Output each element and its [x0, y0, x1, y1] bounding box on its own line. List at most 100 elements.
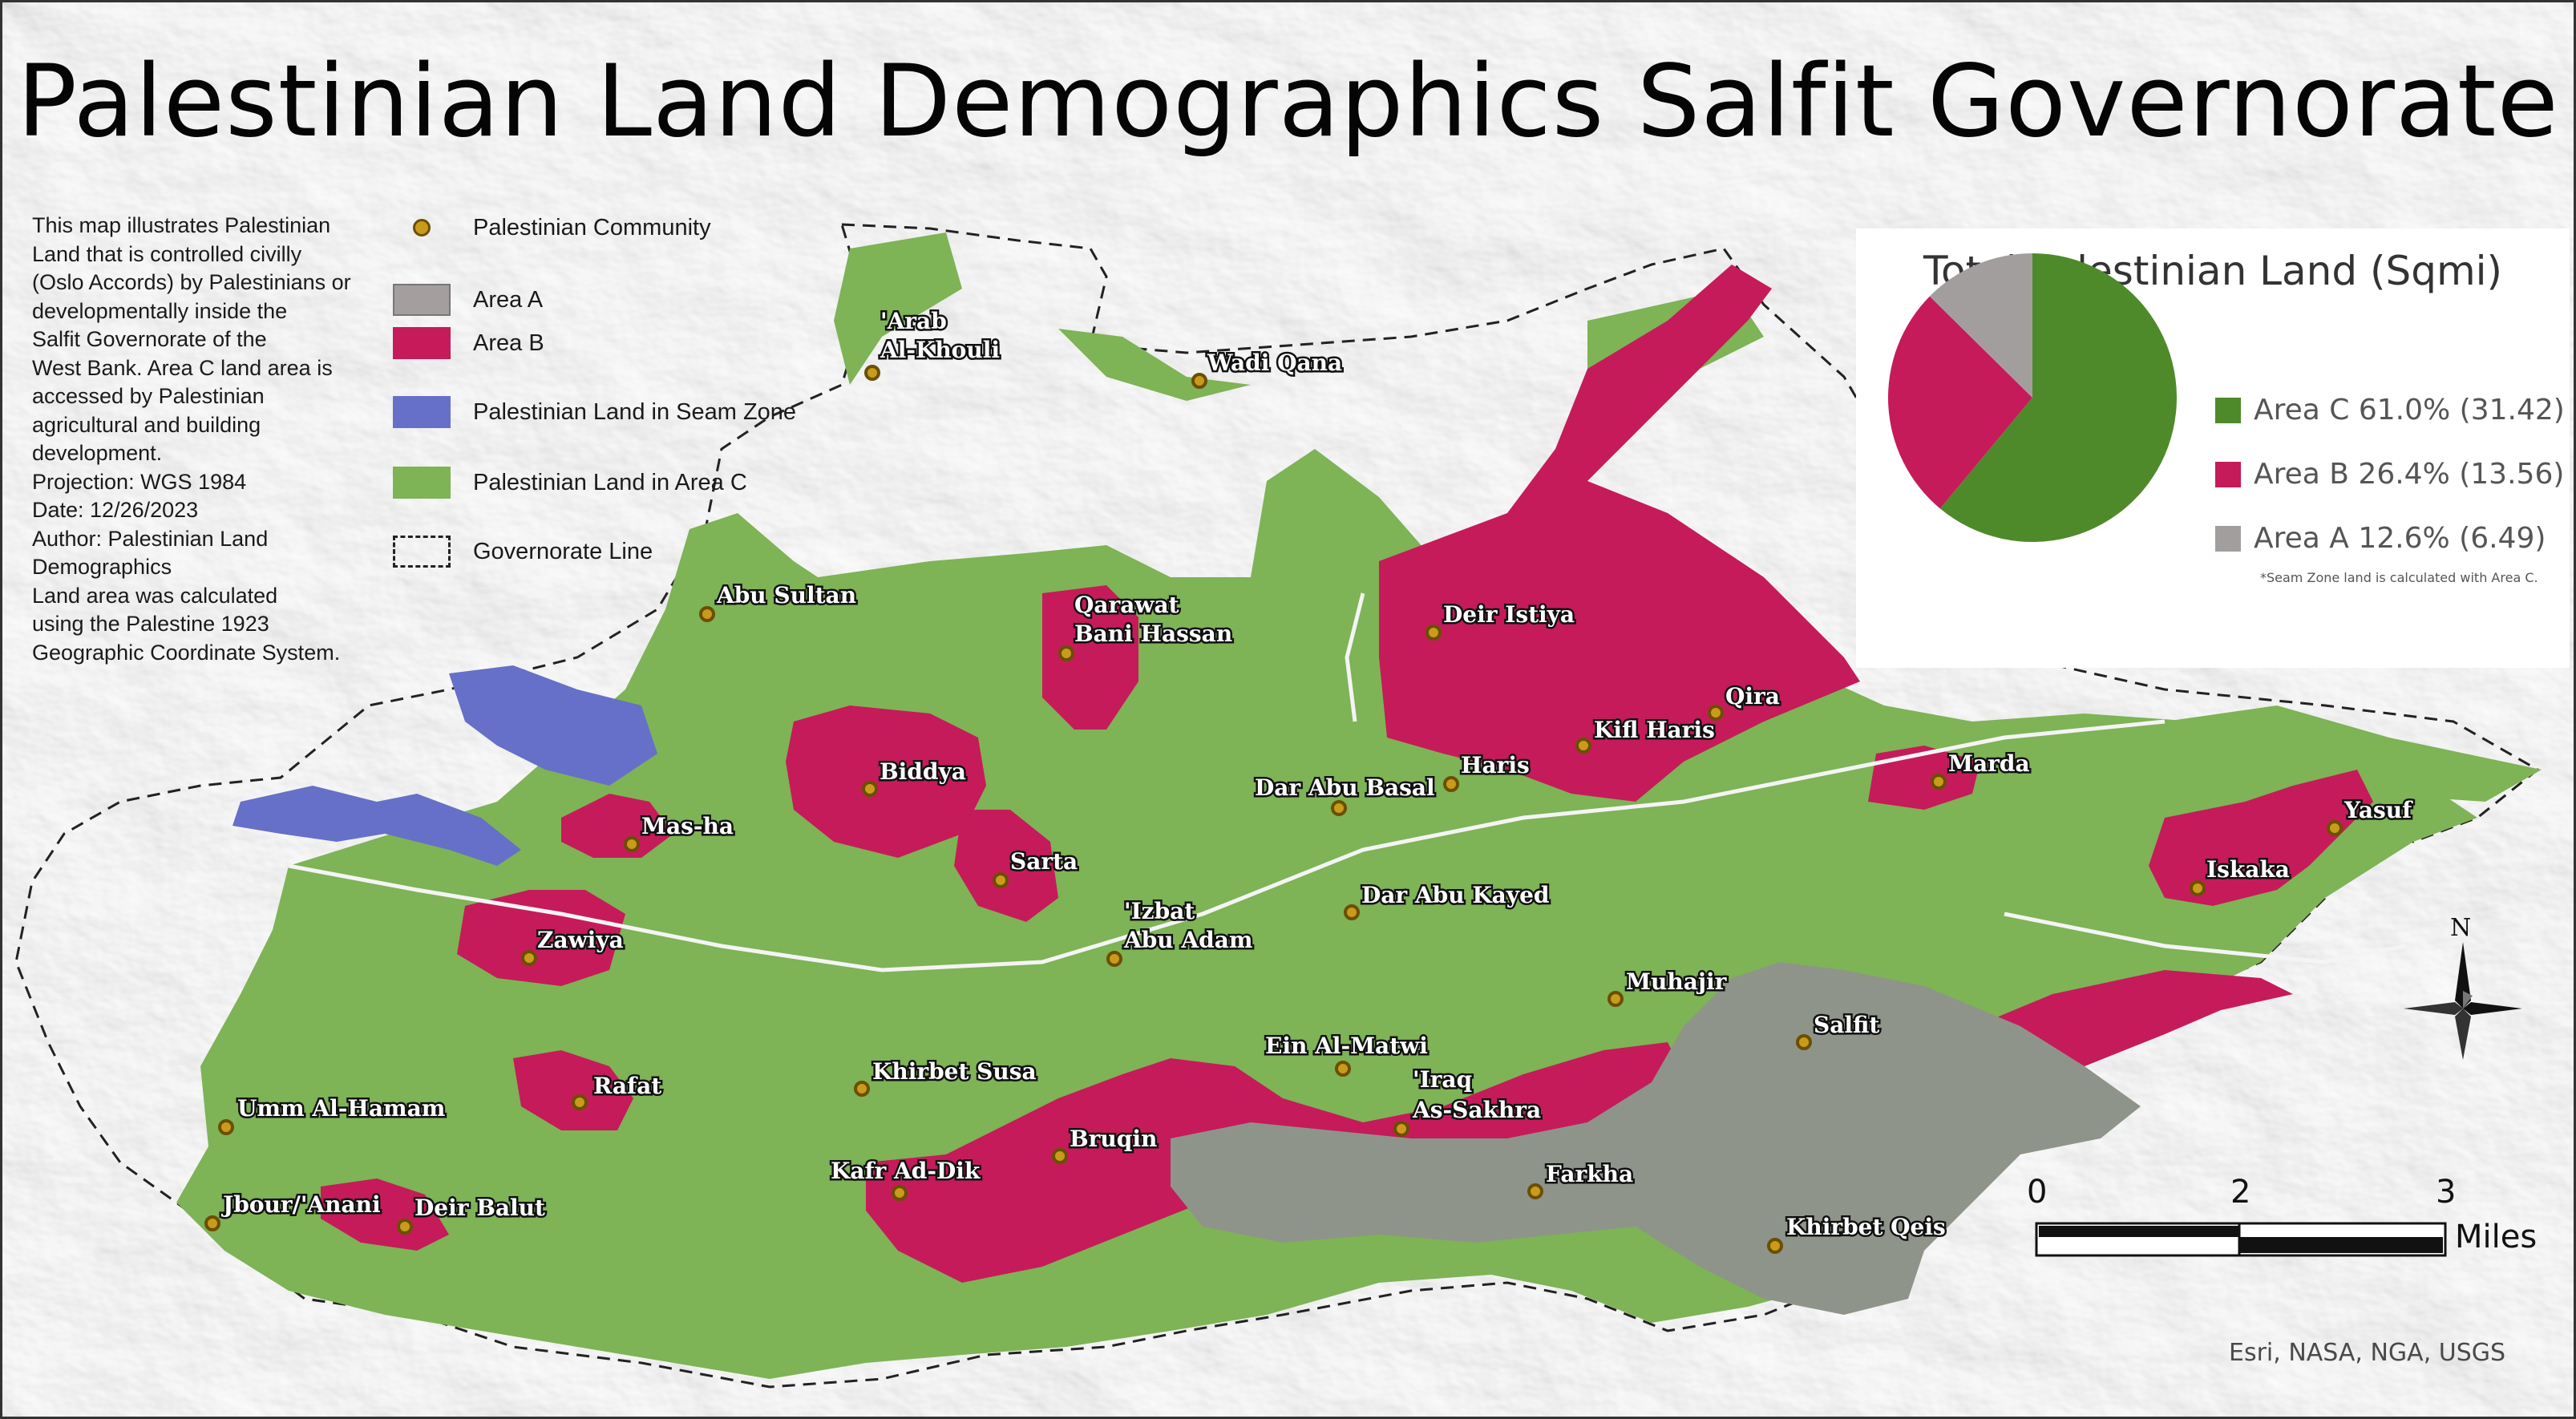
place-label: Qira: [1725, 683, 1780, 710]
community-dot: [1393, 1121, 1409, 1137]
area-b-land[interactable]: [321, 265, 2373, 1283]
place-label: Dar Abu Basal: [1255, 774, 1435, 801]
place-label: Marda: [1948, 750, 2030, 777]
place-label: Khirbet Qeis: [1786, 1214, 1946, 1240]
place-label: Biddya: [880, 758, 966, 785]
place-dar-abu-kayed[interactable]: Dar Abu Kayed: [1344, 880, 1551, 920]
place-ein-al-matwi[interactable]: Ein Al-Matwi: [1264, 1031, 1430, 1077]
description-line: Land area was calculated: [32, 583, 278, 608]
place-mas-ha[interactable]: Mas-ha: [624, 811, 736, 852]
community-dot: [1331, 800, 1347, 816]
legend-item-area-b[interactable]: Area B: [393, 325, 544, 361]
place-label: Yasuf: [2343, 797, 2413, 823]
place-umm-al-hamam[interactable]: Umm Al-Hamam: [218, 1094, 447, 1135]
description-line: Land that is controlled civilly: [32, 241, 302, 266]
legend-item-community[interactable]: Palestinian Community: [393, 210, 711, 245]
description-line: Demographics: [32, 555, 172, 579]
place-label: Kifl Haris: [1594, 717, 1715, 743]
pie-legend-swatch: [2215, 461, 2241, 487]
place-farkha[interactable]: Farkha: [1527, 1159, 1636, 1199]
place-jbour-anani[interactable]: Jbour/'Anani: [204, 1190, 382, 1231]
area-a-land[interactable]: [1171, 962, 2141, 1315]
place-label: Abu Adam: [1123, 927, 1252, 953]
community-dot: [1344, 904, 1360, 920]
place-label: Abu Sultan: [716, 582, 856, 608]
place-rafat[interactable]: Rafat: [572, 1071, 664, 1110]
legend-item-area-c[interactable]: Palestinian Land in Area C: [393, 465, 747, 500]
community-dot: [1425, 625, 1442, 641]
place-wadi-qana[interactable]: Wadi Qana: [1191, 348, 1345, 389]
map-title: Palestinian Land Demographics Salfit Gov…: [17, 44, 2559, 160]
place-qarawat-bani-hassan[interactable]: Qarawat Bani Hassan: [1058, 590, 1235, 661]
place-haris[interactable]: Haris: [1443, 750, 1531, 792]
description-line: Projection: WGS 1984: [32, 469, 247, 494]
place-deir-istiya[interactable]: Deir Istiya: [1425, 600, 1577, 641]
community-dot: [2327, 820, 2343, 836]
pie-legend-label: Area A 12.6% (6.49): [2254, 522, 2546, 555]
place-deir-balut[interactable]: Deir Balut: [397, 1193, 548, 1235]
place-label: Iskaka: [2206, 856, 2290, 883]
pie-slice-area-b[interactable]: [1888, 296, 2032, 509]
place-muhajir[interactable]: Muhajir: [1607, 967, 1729, 1007]
place-sarta[interactable]: Sarta: [993, 847, 1080, 888]
community-dot: [1335, 1061, 1351, 1077]
place-label: Farkha: [1546, 1161, 1633, 1187]
pie-legend-label: Area B 26.4% (13.56): [2254, 458, 2565, 491]
place-salfit[interactable]: Salfit: [1796, 1010, 1882, 1050]
community-dot: [1575, 738, 1591, 754]
place-arab-al-khouli[interactable]: 'Arab Al-Khouli: [864, 306, 1001, 381]
description-line: Salfit Governorate of the: [32, 327, 267, 351]
place-iraq-as-sakhra[interactable]: 'Iraq As-Sakhra: [1393, 1065, 1543, 1137]
legend-item-area-a[interactable]: Area A: [393, 282, 543, 317]
north-arrow-icon: [2404, 942, 2522, 1060]
place-kifl-haris[interactable]: Kifl Haris: [1575, 715, 1717, 754]
place-label: As-Sakhra: [1412, 1097, 1541, 1123]
place-kafr-ad-dik[interactable]: Kafr Ad-Dik: [829, 1156, 982, 1201]
place-khirbet-susa[interactable]: Khirbet Susa: [854, 1057, 1038, 1097]
pie-slice-area-c[interactable]: [1939, 253, 2177, 542]
legend-label: Governorate Line: [473, 538, 653, 564]
community-dot: [624, 836, 640, 852]
community-dot: [1106, 951, 1122, 967]
community-dot: [1052, 1148, 1068, 1164]
community-dot-icon: [393, 212, 451, 244]
place-label: Salfit: [1814, 1012, 1879, 1038]
community-dot: [699, 606, 715, 622]
place-label: Ein Al-Matwi: [1265, 1033, 1428, 1059]
pie-slice-area-a[interactable]: [1929, 253, 2032, 398]
place-label: Sarta: [1010, 848, 1078, 875]
legend-label: Area B: [473, 329, 544, 356]
community-dot: [1527, 1183, 1543, 1199]
place-abu-sultan[interactable]: Abu Sultan: [699, 580, 859, 622]
place-dar-abu-basal[interactable]: Dar Abu Basal: [1253, 773, 1437, 816]
place-zawiya[interactable]: Zawiya: [521, 925, 625, 966]
pie-legend-label: Area C 61.0% (31.42): [2254, 394, 2565, 427]
pie-legend-item-area-a: Area A 12.6% (6.49): [2215, 522, 2546, 555]
place-khirbet-qeis[interactable]: Khirbet Qeis: [1767, 1212, 1947, 1254]
description-line: Author: Palestinian Land: [32, 526, 269, 551]
description-line: West Bank. Area C land area is: [32, 355, 333, 380]
place-biddya[interactable]: Biddya: [862, 757, 968, 797]
legend-item-seam[interactable]: Palestinian Land in Seam Zone: [393, 394, 796, 430]
place-marda[interactable]: Marda: [1931, 749, 2032, 790]
legend-item-governorate-line[interactable]: Governorate Line: [393, 534, 653, 569]
place-qira[interactable]: Qira: [1708, 681, 1781, 721]
place-label: Bruqin: [1070, 1126, 1157, 1152]
place-izbat-abu-adam[interactable]: 'Izbat Abu Adam: [1106, 896, 1255, 967]
governorate-line-swatch: [393, 536, 451, 568]
north-label: N: [2450, 914, 2472, 942]
seam-zone-land[interactable]: [233, 665, 657, 866]
description-line: This map illustrates Palestinian: [32, 213, 331, 237]
description-line: Geographic Coordinate System.: [32, 640, 341, 665]
community-dot: [854, 1081, 870, 1097]
attribution: Esri, NASA, NGA, USGS: [2229, 1339, 2506, 1367]
description-line: agricultural and building: [32, 412, 261, 437]
place-bruqin[interactable]: Bruqin: [1052, 1124, 1159, 1164]
place-label: 'Izbat: [1124, 898, 1195, 924]
place-yasuf[interactable]: Yasuf: [2327, 795, 2416, 836]
description-line: development.: [32, 441, 163, 465]
legend-label: Palestinian Land in Seam Zone: [473, 398, 797, 425]
community-dot: [204, 1215, 220, 1231]
place-iskaka[interactable]: Iskaka: [2190, 855, 2291, 896]
